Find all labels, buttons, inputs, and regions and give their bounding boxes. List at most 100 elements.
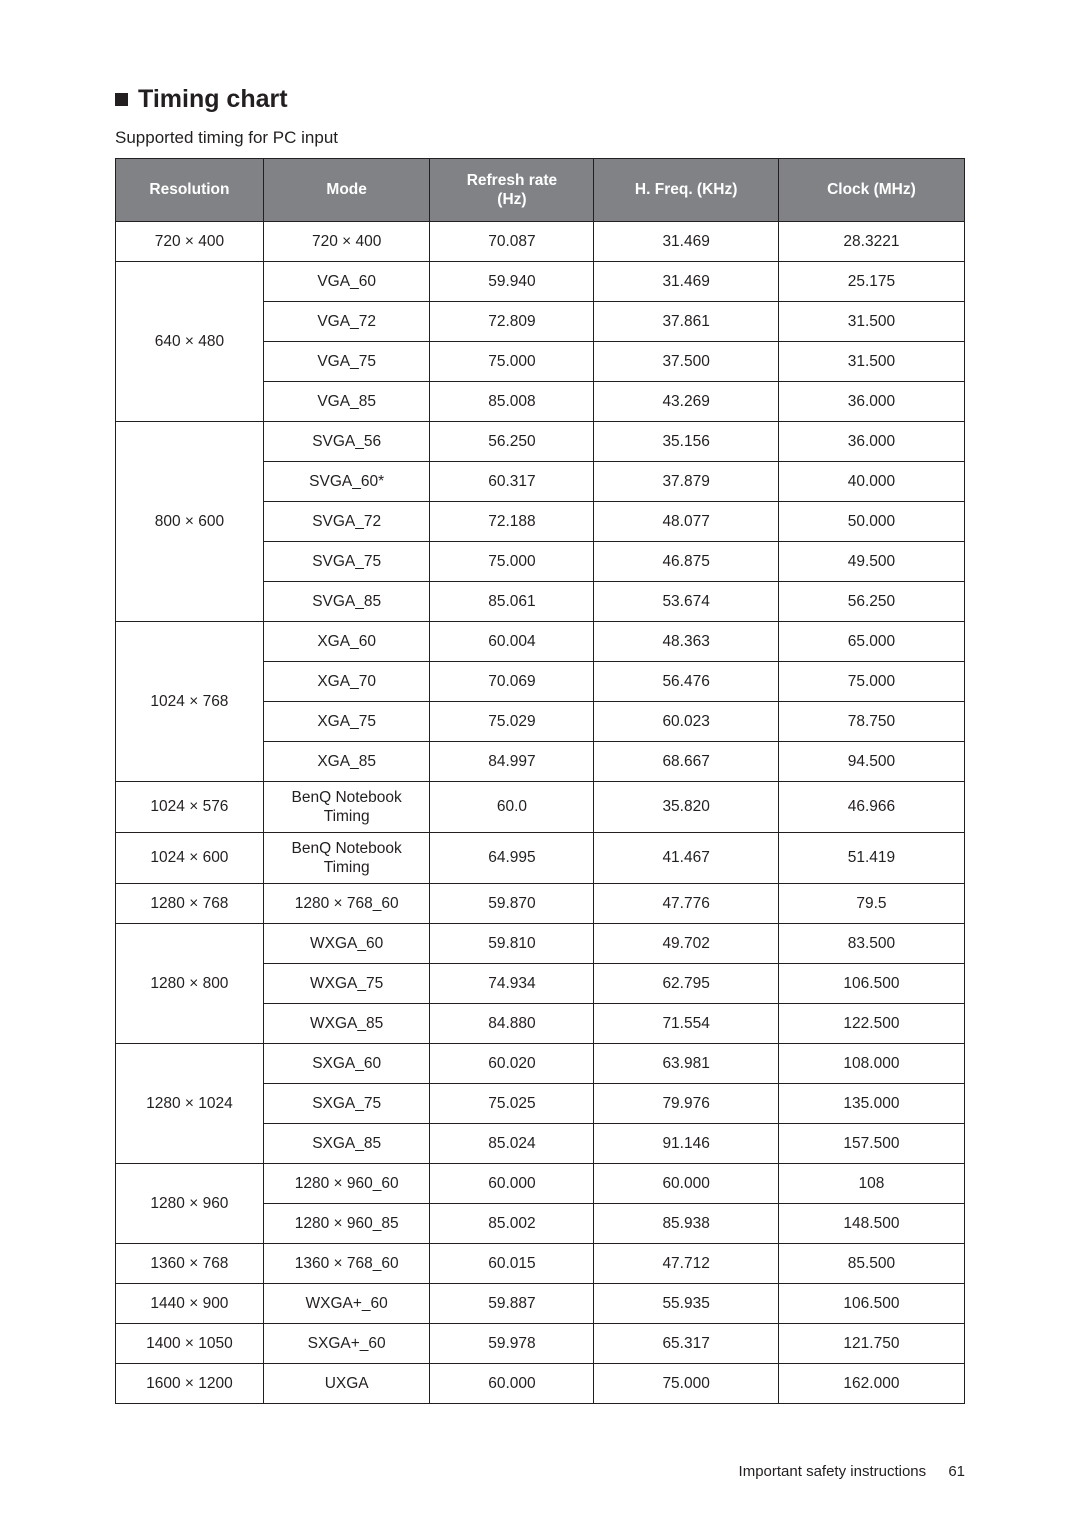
refresh-cell: 85.008 bbox=[430, 382, 594, 422]
refresh-cell: 60.020 bbox=[430, 1044, 594, 1084]
hfreq-cell: 53.674 bbox=[594, 582, 778, 622]
mode-cell: SVGA_56 bbox=[263, 422, 430, 462]
resolution-cell: 1600 × 1200 bbox=[116, 1364, 264, 1404]
table-row: 800 × 600SVGA_5656.25035.15636.000 bbox=[116, 422, 965, 462]
clock-cell: 135.000 bbox=[778, 1084, 964, 1124]
refresh-cell: 60.0 bbox=[430, 782, 594, 833]
clock-cell: 157.500 bbox=[778, 1124, 964, 1164]
hfreq-cell: 68.667 bbox=[594, 742, 778, 782]
mode-cell: SVGA_72 bbox=[263, 502, 430, 542]
clock-cell: 148.500 bbox=[778, 1204, 964, 1244]
mode-cell: SVGA_60* bbox=[263, 462, 430, 502]
refresh-cell: 56.250 bbox=[430, 422, 594, 462]
hfreq-cell: 35.820 bbox=[594, 782, 778, 833]
footer-text: Important safety instructions bbox=[739, 1463, 927, 1480]
hfreq-cell: 31.469 bbox=[594, 262, 778, 302]
hfreq-cell: 91.146 bbox=[594, 1124, 778, 1164]
hfreq-cell: 31.469 bbox=[594, 222, 778, 262]
table-row: 1024 × 768XGA_6060.00448.36365.000 bbox=[116, 622, 965, 662]
hfreq-cell: 85.938 bbox=[594, 1204, 778, 1244]
clock-cell: 49.500 bbox=[778, 542, 964, 582]
resolution-cell: 800 × 600 bbox=[116, 422, 264, 622]
mode-cell: VGA_72 bbox=[263, 302, 430, 342]
clock-cell: 79.5 bbox=[778, 884, 964, 924]
hfreq-cell: 37.879 bbox=[594, 462, 778, 502]
hfreq-cell: 37.861 bbox=[594, 302, 778, 342]
table-row: 1024 × 576BenQ NotebookTiming60.035.8204… bbox=[116, 782, 965, 833]
clock-cell: 31.500 bbox=[778, 302, 964, 342]
hfreq-cell: 48.363 bbox=[594, 622, 778, 662]
mode-cell: SVGA_85 bbox=[263, 582, 430, 622]
clock-cell: 51.419 bbox=[778, 833, 964, 884]
hfreq-cell: 47.712 bbox=[594, 1244, 778, 1284]
hfreq-cell: 62.795 bbox=[594, 964, 778, 1004]
clock-cell: 75.000 bbox=[778, 662, 964, 702]
refresh-cell: 59.978 bbox=[430, 1324, 594, 1364]
hfreq-cell: 47.776 bbox=[594, 884, 778, 924]
table-row: 640 × 480VGA_6059.94031.46925.175 bbox=[116, 262, 965, 302]
resolution-cell: 640 × 480 bbox=[116, 262, 264, 422]
resolution-cell: 1280 × 800 bbox=[116, 924, 264, 1044]
resolution-cell: 1400 × 1050 bbox=[116, 1324, 264, 1364]
refresh-cell: 60.015 bbox=[430, 1244, 594, 1284]
table-row: 1400 × 1050SXGA+_6059.97865.317121.750 bbox=[116, 1324, 965, 1364]
refresh-cell: 75.029 bbox=[430, 702, 594, 742]
refresh-cell: 75.000 bbox=[430, 342, 594, 382]
clock-cell: 85.500 bbox=[778, 1244, 964, 1284]
section-subheading: Supported timing for PC input bbox=[115, 128, 965, 148]
clock-cell: 122.500 bbox=[778, 1004, 964, 1044]
hfreq-cell: 71.554 bbox=[594, 1004, 778, 1044]
mode-cell: SXGA_85 bbox=[263, 1124, 430, 1164]
table-header-cell: Refresh rate(Hz) bbox=[430, 159, 594, 222]
resolution-cell: 1024 × 600 bbox=[116, 833, 264, 884]
mode-cell: WXGA+_60 bbox=[263, 1284, 430, 1324]
mode-cell: VGA_75 bbox=[263, 342, 430, 382]
table-row: 1280 × 800WXGA_6059.81049.70283.500 bbox=[116, 924, 965, 964]
mode-cell: VGA_85 bbox=[263, 382, 430, 422]
refresh-cell: 85.024 bbox=[430, 1124, 594, 1164]
resolution-cell: 720 × 400 bbox=[116, 222, 264, 262]
refresh-cell: 85.002 bbox=[430, 1204, 594, 1244]
clock-cell: 31.500 bbox=[778, 342, 964, 382]
mode-cell: XGA_70 bbox=[263, 662, 430, 702]
table-header-cell: Clock (MHz) bbox=[778, 159, 964, 222]
section-heading-row: Timing chart bbox=[115, 85, 965, 114]
resolution-cell: 1440 × 900 bbox=[116, 1284, 264, 1324]
clock-cell: 78.750 bbox=[778, 702, 964, 742]
refresh-cell: 59.870 bbox=[430, 884, 594, 924]
table-header-cell: H. Freq. (KHz) bbox=[594, 159, 778, 222]
mode-cell: 1280 × 960_85 bbox=[263, 1204, 430, 1244]
mode-cell: SXGA+_60 bbox=[263, 1324, 430, 1364]
refresh-cell: 75.025 bbox=[430, 1084, 594, 1124]
hfreq-cell: 41.467 bbox=[594, 833, 778, 884]
footer-page-number: 61 bbox=[948, 1463, 965, 1480]
hfreq-cell: 37.500 bbox=[594, 342, 778, 382]
clock-cell: 50.000 bbox=[778, 502, 964, 542]
resolution-cell: 1024 × 576 bbox=[116, 782, 264, 833]
clock-cell: 121.750 bbox=[778, 1324, 964, 1364]
clock-cell: 162.000 bbox=[778, 1364, 964, 1404]
mode-cell: WXGA_60 bbox=[263, 924, 430, 964]
table-row: 1024 × 600BenQ NotebookTiming64.99541.46… bbox=[116, 833, 965, 884]
clock-cell: 106.500 bbox=[778, 1284, 964, 1324]
section-heading: Timing chart bbox=[138, 85, 288, 114]
table-row: 1440 × 900WXGA+_6059.88755.935106.500 bbox=[116, 1284, 965, 1324]
clock-cell: 36.000 bbox=[778, 382, 964, 422]
mode-cell: XGA_85 bbox=[263, 742, 430, 782]
resolution-cell: 1280 × 960 bbox=[116, 1164, 264, 1244]
mode-cell: 720 × 400 bbox=[263, 222, 430, 262]
timing-table: ResolutionModeRefresh rate(Hz)H. Freq. (… bbox=[115, 158, 965, 1404]
clock-cell: 28.3221 bbox=[778, 222, 964, 262]
hfreq-cell: 63.981 bbox=[594, 1044, 778, 1084]
refresh-cell: 85.061 bbox=[430, 582, 594, 622]
mode-cell: UXGA bbox=[263, 1364, 430, 1404]
refresh-cell: 60.000 bbox=[430, 1364, 594, 1404]
hfreq-cell: 60.000 bbox=[594, 1164, 778, 1204]
clock-cell: 56.250 bbox=[778, 582, 964, 622]
table-row: 1280 × 1024SXGA_6060.02063.981108.000 bbox=[116, 1044, 965, 1084]
hfreq-cell: 79.976 bbox=[594, 1084, 778, 1124]
clock-cell: 106.500 bbox=[778, 964, 964, 1004]
mode-cell: WXGA_85 bbox=[263, 1004, 430, 1044]
table-row: 720 × 400720 × 40070.08731.46928.3221 bbox=[116, 222, 965, 262]
resolution-cell: 1360 × 768 bbox=[116, 1244, 264, 1284]
